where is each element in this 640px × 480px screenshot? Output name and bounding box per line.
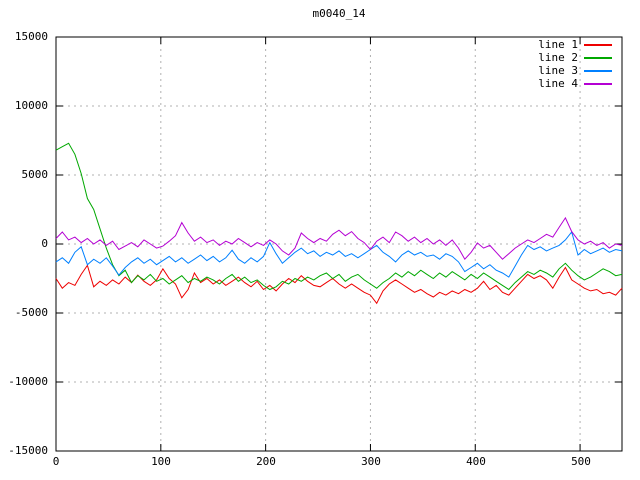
y-tick-label-0: 0 (41, 237, 48, 250)
x-tick-label-500: 500 (571, 455, 591, 468)
legend-item-line-2: line 2 (432, 51, 612, 64)
series-line-line-1 (55, 264, 623, 305)
legend-swatch-line-1 (584, 43, 612, 46)
y-tick-label-15000: 15000 (14, 30, 48, 43)
x-tick-label-0: 0 (52, 455, 60, 468)
y-tick-label-5000: 5000 (21, 168, 49, 181)
chart-title: m0040_14 (312, 7, 366, 20)
legend-label-line-3: line 3 (538, 64, 578, 77)
legend: line 1 line 2 line 3 line 4 (432, 38, 612, 90)
legend-label-line-4: line 4 (538, 77, 578, 90)
series-line-line-3 (55, 230, 623, 278)
x-tick-label-300: 300 (361, 455, 381, 468)
series-line-line-4 (55, 216, 623, 261)
legend-swatch-line-3 (584, 69, 612, 72)
legend-swatch-line-2 (584, 56, 612, 59)
y-tick-label-10000: 10000 (14, 99, 48, 112)
x-tick-label-200: 200 (256, 455, 276, 468)
series-line-line-2 (55, 142, 623, 291)
x-tick-label-400: 400 (466, 455, 486, 468)
y-tick-label-neg15000: -15000 (8, 444, 48, 457)
y-tick-label-neg10000: -10000 (8, 375, 48, 388)
legend-item-line-1: line 1 (432, 38, 612, 51)
legend-label-line-1: line 1 (538, 38, 578, 51)
legend-label-line-2: line 2 (538, 51, 578, 64)
x-tick-label-100: 100 (151, 455, 171, 468)
legend-item-line-4: line 4 (432, 77, 612, 90)
legend-item-line-3: line 3 (432, 64, 612, 77)
y-tick-label-neg5000: -5000 (14, 306, 48, 319)
legend-swatch-line-4 (584, 82, 612, 85)
